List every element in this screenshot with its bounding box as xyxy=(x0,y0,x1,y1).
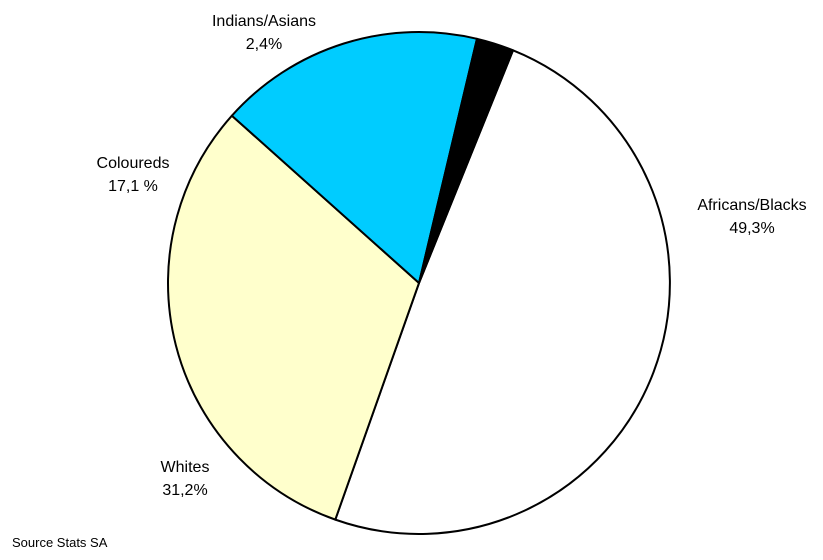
pie-slice-africans-blacks xyxy=(334,49,671,535)
pie-slice-coloureds xyxy=(230,31,478,284)
slice-label: Africans/Blacks xyxy=(697,197,806,214)
pie-slices xyxy=(167,31,671,535)
slice-value-label: 17,1 % xyxy=(108,178,158,195)
pie-slice-whites xyxy=(167,114,420,521)
slice-value-label: 49,3% xyxy=(729,220,774,237)
slice-label: Indians/Asians xyxy=(212,13,316,30)
slice-label: Whites xyxy=(161,459,210,476)
slice-value-label: 2,4% xyxy=(246,36,282,53)
pie-labels: Africans/Blacks 49,3% Whites 31,2% Coloureds… xyxy=(97,13,807,499)
slice-label: Coloureds xyxy=(97,155,170,172)
source-note: Source Stats SA xyxy=(12,535,108,550)
pie-slice-indians-asians xyxy=(418,37,515,284)
slice-value-label: 31,2% xyxy=(162,482,207,499)
